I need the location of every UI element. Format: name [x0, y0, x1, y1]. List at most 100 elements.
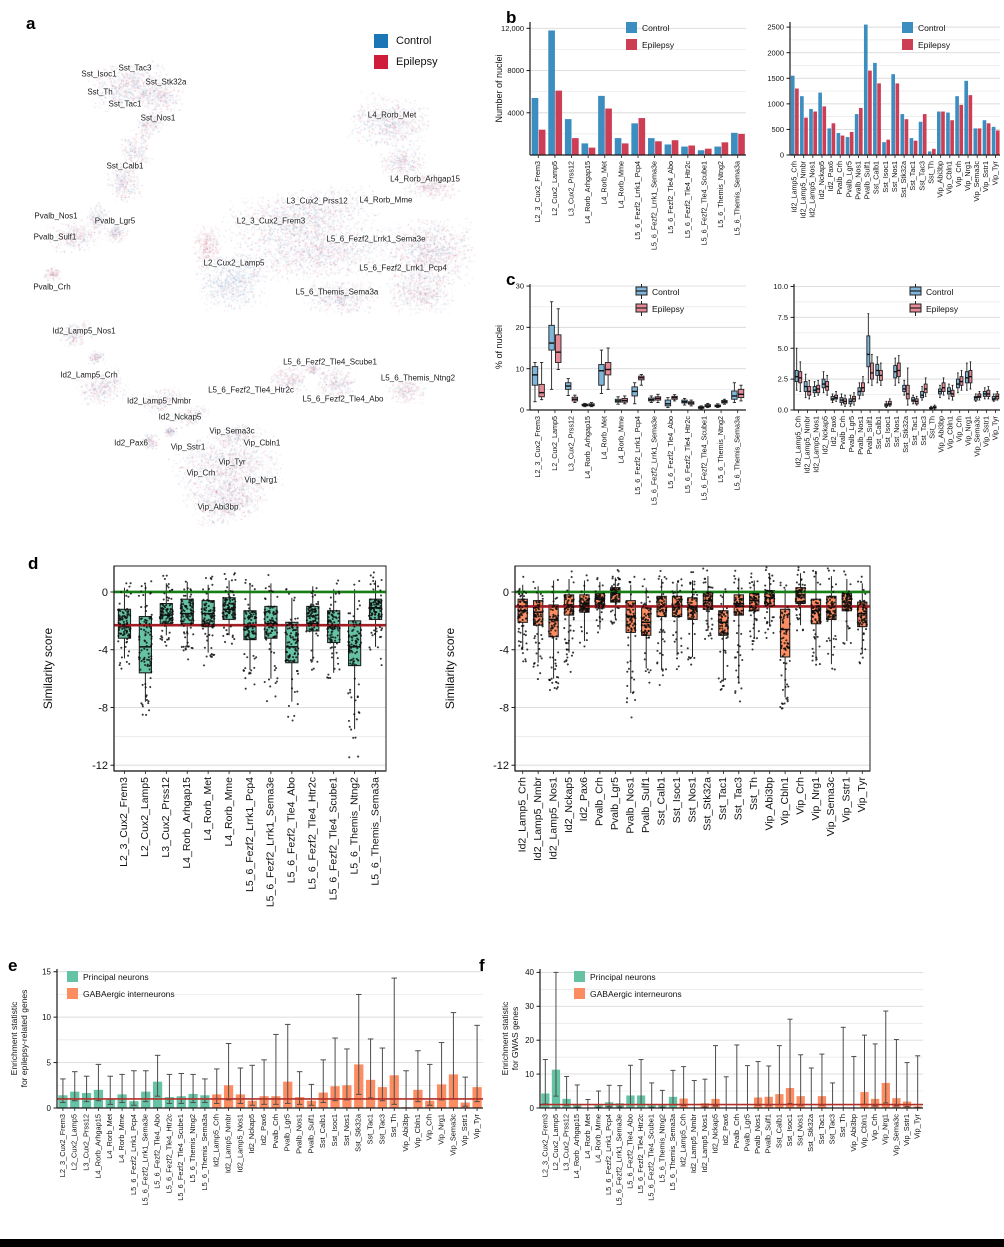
panel-d-label: d [28, 554, 39, 573]
svg-text:2000: 2000 [767, 48, 784, 57]
cluster-label: L5_6_Fezf2_Tle4_Scube1 [283, 357, 377, 367]
umap-panel: Sst_Tac3 Sst_Isoc1 Sst_Stk32a Sst_Th Sst_Tac… [18, 12, 513, 542]
svg-text:Vip_Cbln1: Vip_Cbln1 [779, 777, 791, 825]
svg-text:L5_6_Themis_Ntng2: L5_6_Themis_Ntng2 [657, 1114, 666, 1183]
umap-scatter [18, 12, 513, 532]
svg-text:Vip_Nrg1: Vip_Nrg1 [881, 1114, 890, 1145]
svg-text:L2_Cux2_Lamp5: L2_Cux2_Lamp5 [139, 777, 151, 857]
svg-text:L5_6_Fezf2_Tle4_Abo: L5_6_Fezf2_Tle4_Abo [666, 416, 675, 489]
cluster-label: L4_Rorb_Met [367, 110, 417, 120]
svg-text:L3_Cux2_Prss12: L3_Cux2_Prss12 [82, 1114, 91, 1171]
legend-label-control: Control [396, 35, 432, 47]
svg-text:L4_Rorb_Met: L4_Rorb_Met [583, 1114, 592, 1159]
cluster-label: Sst_Tac3 [118, 63, 152, 73]
svg-text:Id2_Lamp5_Nos1: Id2_Lamp5_Nos1 [808, 161, 817, 218]
epilepsy-swatch-icon [374, 55, 388, 69]
svg-text:Id2_Lamp5_Nos1: Id2_Lamp5_Nos1 [547, 777, 559, 860]
svg-text:1000: 1000 [767, 99, 784, 108]
svg-text:Pvalb_Sulf1: Pvalb_Sulf1 [764, 1114, 773, 1153]
svg-text:Id2_Lamp5_Crh: Id2_Lamp5_Crh [516, 777, 528, 852]
svg-text:Vip_Crh: Vip_Crh [954, 161, 963, 187]
svg-text:Id2_Nckap5: Id2_Nckap5 [817, 161, 826, 199]
cluster-label: L2_Cux2_Lamp5 [203, 258, 265, 268]
svg-text:Pvalb_Nos1: Pvalb_Nos1 [853, 161, 862, 200]
svg-text:Sst_Isoc1: Sst_Isoc1 [785, 1114, 794, 1146]
svg-text:0: 0 [102, 587, 108, 599]
svg-text:L5_6_Fezf2_Tle4_Scube1: L5_6_Fezf2_Tle4_Scube1 [699, 161, 708, 245]
svg-text:Vip_Cbln1: Vip_Cbln1 [946, 416, 955, 449]
legend-label-epilepsy: Epilepsy [396, 56, 438, 68]
svg-text:Sst_Stk32a: Sst_Stk32a [354, 1113, 363, 1152]
cluster-label: Pvalb_Sulf1 [33, 232, 77, 242]
svg-text:L5_6_Themis_Ntng2: L5_6_Themis_Ntng2 [348, 777, 360, 875]
svg-text:Vip_Nrg1: Vip_Nrg1 [964, 416, 973, 446]
svg-text:Id2_Nckap5: Id2_Nckap5 [710, 1114, 719, 1153]
svg-text:Epilepsy: Epilepsy [926, 304, 959, 314]
svg-text:L2_3_Cux2_Frem3: L2_3_Cux2_Frem3 [118, 777, 130, 867]
svg-text:-4: -4 [499, 645, 509, 657]
svg-text:Similarity score: Similarity score [41, 628, 55, 710]
svg-text:Sst_Tac1: Sst_Tac1 [817, 1114, 826, 1144]
cluster-label: Vip_Nrg1 [244, 475, 278, 485]
svg-text:Vip_Tyr: Vip_Tyr [856, 777, 868, 813]
svg-text:Sst_Nos1: Sst_Nos1 [796, 1114, 805, 1146]
svg-text:L5_6_Fezf2_Tle4_Scube1: L5_6_Fezf2_Tle4_Scube1 [647, 1114, 656, 1201]
svg-text:500: 500 [771, 125, 784, 134]
svg-text:Pvalb_Crh: Pvalb_Crh [835, 161, 844, 195]
svg-text:-12: -12 [493, 760, 509, 772]
control-swatch-icon [374, 34, 388, 48]
svg-text:Sst_Tac1: Sst_Tac1 [910, 416, 919, 446]
svg-text:-12: -12 [92, 760, 108, 772]
svg-text:Epilepsy: Epilepsy [642, 40, 675, 50]
svg-text:Epilepsy: Epilepsy [918, 40, 951, 50]
svg-text:Principal neurons: Principal neurons [83, 972, 149, 982]
svg-text:Sst_Tac1: Sst_Tac1 [717, 777, 729, 820]
svg-text:Sst_Stk32a: Sst_Stk32a [901, 416, 910, 453]
cluster-label: L4_Rorb_Arhgap15 [390, 174, 460, 184]
svg-text:Sst_Isoc1: Sst_Isoc1 [330, 1114, 339, 1146]
svg-text:Pvalb_Lgr5: Pvalb_Lgr5 [742, 1114, 751, 1151]
svg-text:-4: -4 [98, 645, 108, 657]
svg-text:% of nuclei: % of nuclei [494, 325, 504, 369]
svg-text:0: 0 [503, 587, 509, 599]
svg-text:L5_6_Fezf2_Lrrk1_Pcp4: L5_6_Fezf2_Lrrk1_Pcp4 [129, 1114, 138, 1195]
svg-text:20: 20 [516, 323, 524, 332]
svg-text:L5_6_Themis_Sema3a: L5_6_Themis_Sema3a [200, 1113, 209, 1190]
legend-item-epilepsy: Epilepsy [374, 55, 438, 69]
svg-text:Pvalb_Sulf1: Pvalb_Sulf1 [863, 161, 872, 199]
svg-text:Sst_Th: Sst_Th [838, 1114, 847, 1137]
svg-text:Sst_Tac3: Sst_Tac3 [919, 416, 928, 446]
svg-text:L2_Cux2_Lamp5: L2_Cux2_Lamp5 [550, 416, 559, 471]
svg-text:Id2_Nckap5: Id2_Nckap5 [820, 416, 829, 454]
svg-text:Enrichment statistic: Enrichment statistic [500, 1001, 510, 1075]
cluster-label: Pvalb_Lgr5 [94, 216, 136, 226]
svg-text:Vip_Crh: Vip_Crh [425, 1114, 434, 1141]
svg-text:Pvalb_Crh: Pvalb_Crh [594, 777, 606, 826]
svg-text:Sst_Th: Sst_Th [389, 1114, 398, 1137]
svg-text:Pvalb_Lgr5: Pvalb_Lgr5 [609, 777, 621, 830]
svg-text:L5_6_Fezf2_Lrrk1_Sema3e: L5_6_Fezf2_Lrrk1_Sema3e [141, 1114, 150, 1206]
svg-text:L5_6_Themis_Sema3a: L5_6_Themis_Sema3a [733, 161, 742, 235]
svg-text:Sst_Tac3: Sst_Tac3 [377, 1114, 386, 1144]
cluster-label: L5_6_Themis_Sema3a [295, 287, 379, 297]
svg-text:Vip_Crh: Vip_Crh [870, 1114, 879, 1141]
svg-text:Pvalb_Crh: Pvalb_Crh [838, 416, 847, 450]
svg-text:Vip_Sema3c: Vip_Sema3c [825, 777, 837, 836]
svg-text:L5_6_Fezf2_Lrrk1_Sema3e: L5_6_Fezf2_Lrrk1_Sema3e [650, 416, 659, 505]
svg-text:L5_6_Themis_Ntng2: L5_6_Themis_Ntng2 [716, 161, 725, 228]
svg-text:L5_6_Fezf2_Lrrk1_Pcp4: L5_6_Fezf2_Lrrk1_Pcp4 [244, 777, 256, 892]
svg-text:Sst_Calb1: Sst_Calb1 [655, 777, 667, 826]
cluster-label: L5_6_Fezf2_Tle4_Htr2c [208, 385, 294, 395]
cluster-label: L5_6_Fezf2_Lrrk1_Pcp4 [359, 263, 447, 273]
svg-text:L4_Rorb_Arhgap15: L4_Rorb_Arhgap15 [583, 161, 592, 224]
svg-text:L2_3_Cux2_Frem3: L2_3_Cux2_Frem3 [533, 416, 542, 478]
svg-text:Id2_Lamp5_Crh: Id2_Lamp5_Crh [212, 1114, 221, 1167]
cluster-label: Id2_Nckap5 [158, 412, 202, 422]
svg-text:L3_Cux2_Prss12: L3_Cux2_Prss12 [562, 1114, 571, 1171]
svg-text:Vip_Cbln1: Vip_Cbln1 [413, 1114, 422, 1148]
svg-text:L5_6_Fezf2_Lrrk1_Sema3e: L5_6_Fezf2_Lrrk1_Sema3e [650, 161, 659, 250]
svg-text:L5_6_Fezf2_Tle4_Abo: L5_6_Fezf2_Tle4_Abo [625, 1114, 634, 1189]
svg-text:L2_3_Cux2_Frem3: L2_3_Cux2_Frem3 [58, 1114, 67, 1177]
